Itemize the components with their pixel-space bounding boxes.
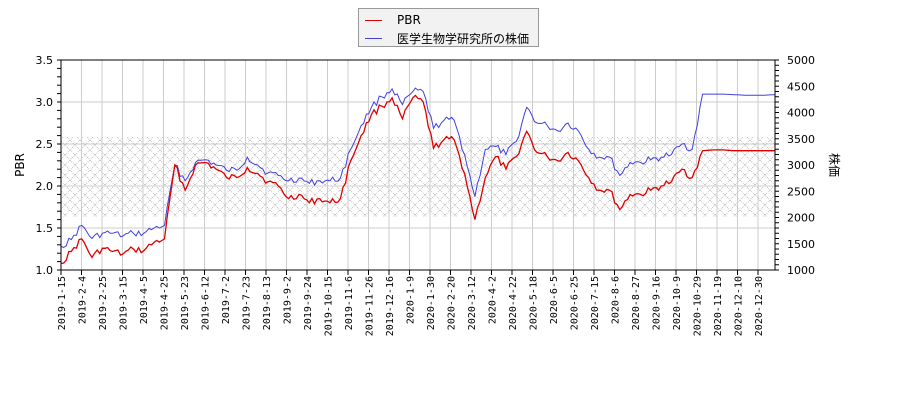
x-tick-label: 2020-8-6 [611,276,622,324]
legend: PBR 医学生物学研究所の株価 [358,8,539,47]
shaded-band [61,137,775,217]
right-tick-label: 1000 [787,264,815,277]
x-tick-label: 2020-11-19 [713,276,724,336]
left-tick-label: 2.5 [36,138,54,151]
x-tick-label: 2020-10-29 [693,276,704,336]
x-tick-label: 2020-6-25 [570,276,581,330]
x-tick-label: 2019-9-2 [283,276,294,324]
x-tick-label: 2020-1-30 [426,276,437,330]
right-tick-label: 3000 [787,159,815,172]
x-tick-label: 2020-5-18 [529,276,540,330]
x-tick-label: 2020-12-30 [754,276,765,336]
gridlines [61,59,775,271]
x-tick-label: 2020-8-27 [631,276,642,330]
legend-label-price: 医学生物学研究所の株価 [397,31,530,46]
x-tick-label: 2019-6-12 [201,276,212,330]
right-tick-label: 5000 [787,54,815,67]
legend-label-pbr: PBR [397,13,421,27]
x-tick-label: 2019-7-23 [242,276,253,330]
x-tick-label: 2019-3-15 [119,276,130,330]
left-y-axis: 1.0 1.5 2.0 2.5 3.0 3.5 [36,54,61,277]
x-tick-label: 2019-5-23 [180,276,191,330]
right-axis-title: 株価 [827,153,842,177]
red-line-swatch-icon [365,19,382,21]
left-tick-label: 3.0 [36,96,54,109]
x-tick-label: 2020-3-12 [467,276,478,330]
x-tick-label: 2019-4-25 [160,276,171,330]
x-tick-label: 2019-9-24 [303,276,314,330]
right-tick-label: 2000 [787,212,815,225]
right-y-axis: 1000 1500 2000 2500 3000 3500 4000 4500 5000 [775,54,815,277]
x-tick-label: 2019-1-15 [57,276,68,330]
x-tick-label: 2020-7-15 [590,276,601,330]
x-tick-label: 2020-6-5 [549,276,560,324]
right-tick-label: 1500 [787,238,815,251]
x-tick-label: 2019-11-6 [344,276,355,330]
left-tick-label: 1.0 [36,264,54,277]
pbr-line [61,94,775,264]
x-tick-label: 2020-12-10 [734,276,745,336]
x-tick-label: 2019-12-16 [385,276,396,336]
right-tick-label: 3500 [787,133,815,146]
x-tick-label: 2019-7-2 [221,276,232,324]
x-tick-label: 2020-9-16 [652,276,663,330]
left-tick-label: 1.5 [36,222,54,235]
x-tick-label: 2020-2-20 [447,276,458,330]
x-axis: 2019-1-15 2019-2-4 2019-2-25 2019-3-15 2019-… [57,270,765,336]
right-tick-label: 4000 [787,107,815,120]
x-tick-label: 2019-8-13 [262,276,273,330]
right-tick-label: 2500 [787,185,815,198]
x-tick-label: 2020-4-2 [488,276,499,324]
x-tick-label: 2019-2-4 [78,276,89,324]
x-tick-label: 2020-1-9 [406,276,417,324]
x-tick-label: 2019-2-25 [98,276,109,330]
x-tick-label: 2020-4-22 [508,276,519,330]
left-tick-label: 2.0 [36,180,54,193]
blue-line-swatch-icon [365,37,382,39]
x-tick-label: 2020-10-9 [672,276,683,330]
legend-item-pbr: PBR [365,12,421,28]
left-tick-label: 3.5 [36,54,54,67]
x-tick-label: 2019-4-5 [139,276,150,324]
legend-item-price: 医学生物学研究所の株価 [365,30,529,46]
right-tick-label: 4500 [787,80,815,93]
left-axis-title: PBR [13,153,27,177]
x-tick-label: 2019-10-15 [324,276,335,336]
x-tick-label: 2019-11-26 [365,276,376,336]
price-line [61,87,775,248]
